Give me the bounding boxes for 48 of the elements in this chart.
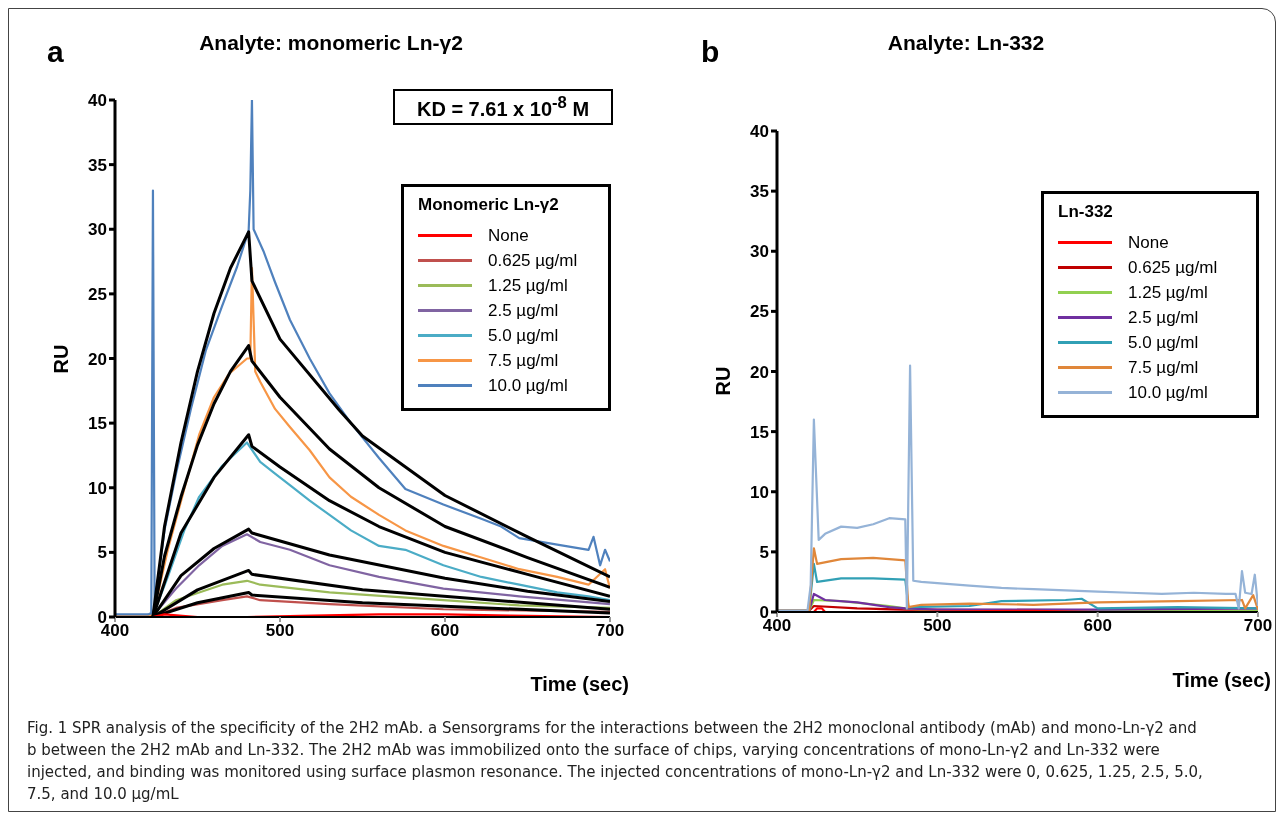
- x-tick-label: 500: [265, 621, 295, 641]
- y-tick-label: 40: [88, 91, 107, 111]
- legend-title: Monomeric Ln-γ2: [418, 195, 560, 215]
- y-tick-label: 5: [759, 542, 769, 562]
- y-tick-label: 10: [88, 478, 107, 498]
- legend-title: Ln-332: [1058, 202, 1114, 222]
- annotation: KD = 7.61 x 10$^{-8}$ M: [416, 93, 590, 121]
- legend-label: None: [488, 225, 529, 246]
- caption: Fig. 1 SPR analysis of the specificity of the 2H2 mAb. a Sensorgrams for the interactions between the 2H2 monoclonal antibody (mAb) and mono-Ln-γ2 and b between the 2H2 mAb and Ln-332. The 2H2 mAb was immobilized onto the surface of chips, varying concentrations of mono-Ln-γ2 and Ln-332 were injected, and binding was monitored using surface plasmon resonance. The injected concentrations of mono-Ln-γ2 and Ln-332 were 0, 0.625, 1.25, 2.5, 5.0, 7.5, and 10.0 µg/mL: [27, 718, 1204, 805]
- x-tick-label: 700: [1243, 616, 1273, 636]
- legend-label: 5.0 µg/ml: [1128, 332, 1199, 353]
- legend-label: None: [1128, 232, 1169, 253]
- y-tick-label: 5: [97, 543, 107, 563]
- legend-label: 2.5 µg/ml: [488, 300, 559, 321]
- y-tick-label: 20: [88, 349, 107, 369]
- x-tick-label: 600: [430, 621, 460, 641]
- legend-label: 1.25 µg/ml: [1128, 282, 1208, 303]
- text: a: [47, 35, 64, 68]
- y-tick-label: 15: [750, 422, 769, 442]
- y-tick-label: 25: [88, 284, 107, 304]
- chart-title: Analyte: Ln-332: [887, 31, 1045, 55]
- legend-label: 1.25 µg/ml: [488, 275, 568, 296]
- legend-label: 0.625 µg/ml: [1128, 257, 1218, 278]
- y-tick-label: 20: [750, 362, 769, 382]
- text: b: [701, 35, 720, 68]
- legend-label: 10.0 µg/ml: [488, 375, 568, 396]
- y-tick-label: 30: [88, 220, 107, 240]
- y-tick-label: 35: [750, 182, 769, 202]
- legend-label: 7.5 µg/ml: [1128, 357, 1199, 378]
- y-tick-label: 30: [750, 242, 769, 262]
- x-tick-label: 500: [923, 616, 952, 636]
- x-axis-title: Time (sec): [1172, 669, 1271, 692]
- y-tick-label: 35: [88, 155, 107, 175]
- chart-title: Analyte: monomeric Ln-γ2: [199, 31, 463, 55]
- y-tick-label: 10: [750, 482, 769, 502]
- legend-label: 10.0 µg/ml: [1128, 382, 1208, 403]
- legend-label: 5.0 µg/ml: [488, 325, 559, 346]
- y-tick-label: 40: [750, 122, 769, 142]
- legend-label: 0.625 µg/ml: [488, 250, 578, 271]
- y-tick-label: 25: [750, 302, 769, 322]
- x-tick-label: 600: [1083, 616, 1112, 636]
- x-axis-title: Time (sec): [530, 673, 629, 696]
- y-axis-title: RU: [49, 344, 73, 374]
- x-tick-label: 700: [595, 621, 625, 641]
- legend-label: 7.5 µg/ml: [488, 350, 559, 371]
- legend-label: 2.5 µg/ml: [1128, 307, 1199, 328]
- y-tick-label: 15: [88, 414, 107, 434]
- y-axis-title: RU: [711, 366, 735, 396]
